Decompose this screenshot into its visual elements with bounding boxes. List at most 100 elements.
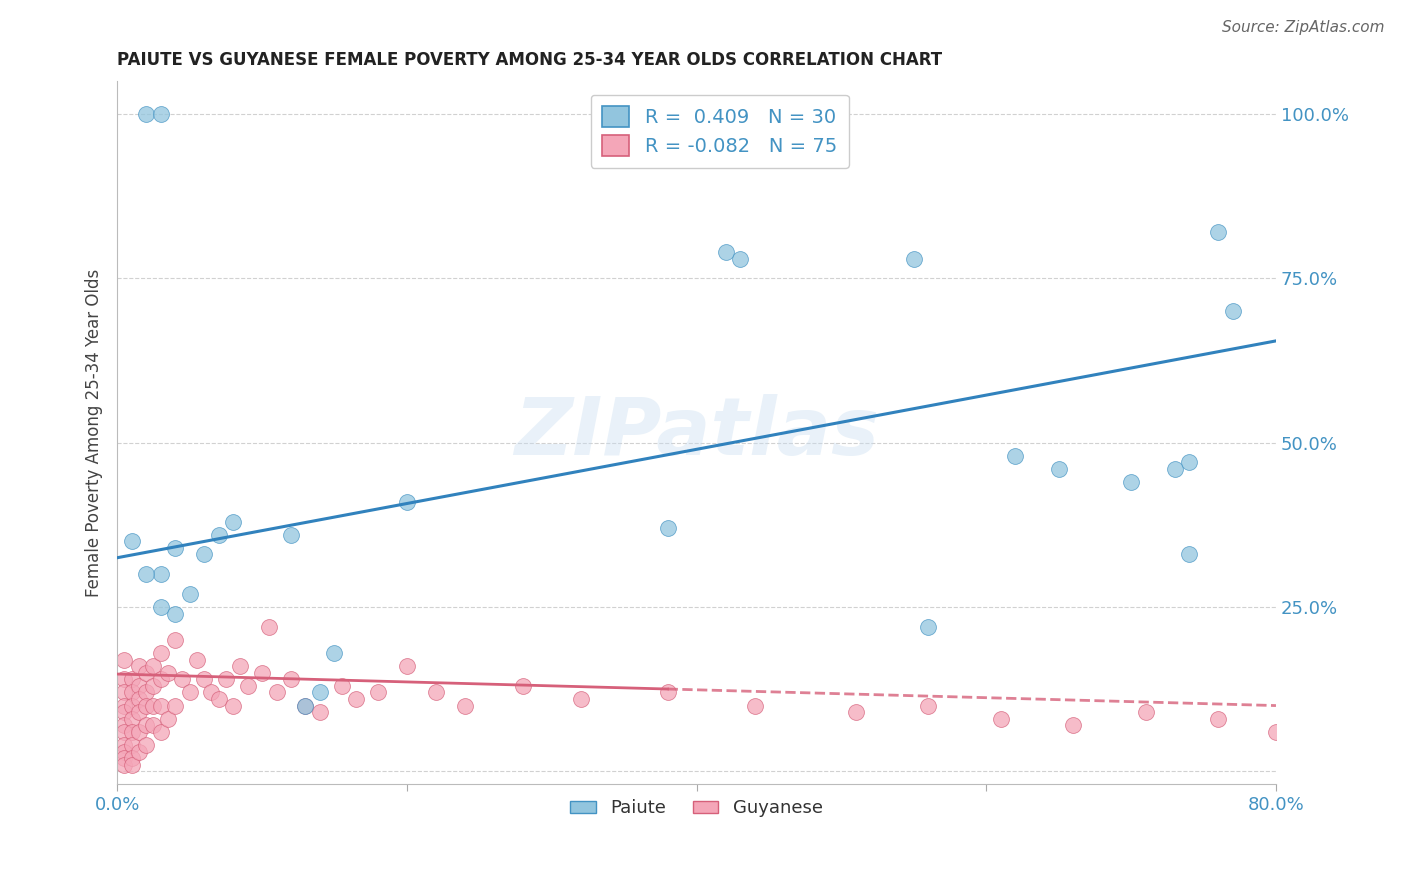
Point — [200, 685, 222, 699]
Point — [728, 252, 751, 266]
Point — [1265, 724, 1288, 739]
Point — [259, 620, 281, 634]
Point — [193, 673, 215, 687]
Point — [128, 745, 150, 759]
Point — [121, 712, 143, 726]
Point — [917, 698, 939, 713]
Point — [142, 679, 165, 693]
Point — [121, 673, 143, 687]
Point — [512, 679, 534, 693]
Point — [179, 685, 201, 699]
Point — [309, 705, 332, 719]
Y-axis label: Female Poverty Among 25-34 Year Olds: Female Poverty Among 25-34 Year Olds — [86, 268, 103, 597]
Point — [135, 698, 157, 713]
Point — [165, 698, 187, 713]
Point — [114, 718, 136, 732]
Point — [657, 521, 679, 535]
Point — [1119, 475, 1142, 490]
Point — [309, 685, 332, 699]
Point — [569, 692, 592, 706]
Point — [215, 673, 238, 687]
Point — [128, 679, 150, 693]
Point — [294, 698, 316, 713]
Point — [156, 665, 179, 680]
Point — [236, 679, 259, 693]
Point — [165, 632, 187, 647]
Point — [207, 692, 229, 706]
Point — [250, 665, 273, 680]
Point — [142, 718, 165, 732]
Point — [1178, 455, 1201, 469]
Point — [149, 567, 172, 582]
Point — [135, 718, 157, 732]
Point — [714, 245, 737, 260]
Point — [229, 659, 252, 673]
Point — [222, 698, 245, 713]
Point — [280, 673, 302, 687]
Point — [367, 685, 389, 699]
Text: Source: ZipAtlas.com: Source: ZipAtlas.com — [1222, 20, 1385, 35]
Point — [1163, 462, 1185, 476]
Text: PAIUTE VS GUYANESE FEMALE POVERTY AMONG 25-34 YEAR OLDS CORRELATION CHART: PAIUTE VS GUYANESE FEMALE POVERTY AMONG … — [117, 51, 942, 69]
Point — [114, 738, 136, 752]
Point — [114, 673, 136, 687]
Point — [344, 692, 367, 706]
Point — [1047, 462, 1070, 476]
Point — [135, 665, 157, 680]
Point — [186, 652, 208, 666]
Point — [193, 548, 215, 562]
Point — [222, 515, 245, 529]
Point — [149, 600, 172, 615]
Point — [121, 534, 143, 549]
Point — [114, 751, 136, 765]
Legend: Paiute, Guyanese: Paiute, Guyanese — [564, 792, 830, 824]
Point — [1062, 718, 1084, 732]
Point — [114, 705, 136, 719]
Point — [135, 685, 157, 699]
Point — [121, 724, 143, 739]
Text: ZIPatlas: ZIPatlas — [515, 394, 879, 472]
Point — [128, 705, 150, 719]
Point — [266, 685, 288, 699]
Point — [149, 107, 172, 121]
Point — [128, 659, 150, 673]
Point — [128, 692, 150, 706]
Point — [121, 698, 143, 713]
Point — [165, 607, 187, 621]
Point — [395, 659, 418, 673]
Point — [149, 724, 172, 739]
Point — [1004, 449, 1026, 463]
Point — [425, 685, 447, 699]
Point — [657, 685, 679, 699]
Point — [121, 738, 143, 752]
Point — [1178, 548, 1201, 562]
Point — [149, 673, 172, 687]
Point — [1135, 705, 1157, 719]
Point — [845, 705, 868, 719]
Point — [114, 724, 136, 739]
Point — [903, 252, 925, 266]
Point — [744, 698, 766, 713]
Point — [156, 712, 179, 726]
Point — [121, 757, 143, 772]
Point — [1206, 226, 1229, 240]
Point — [454, 698, 477, 713]
Point — [114, 698, 136, 713]
Point — [990, 712, 1012, 726]
Point — [135, 567, 157, 582]
Point — [172, 673, 194, 687]
Point — [121, 685, 143, 699]
Point — [294, 698, 316, 713]
Point — [114, 652, 136, 666]
Point — [330, 679, 353, 693]
Point — [114, 757, 136, 772]
Point — [395, 495, 418, 509]
Point — [128, 724, 150, 739]
Point — [142, 659, 165, 673]
Point — [142, 698, 165, 713]
Point — [1206, 712, 1229, 726]
Point — [114, 685, 136, 699]
Point — [121, 751, 143, 765]
Point — [207, 527, 229, 541]
Point — [149, 646, 172, 660]
